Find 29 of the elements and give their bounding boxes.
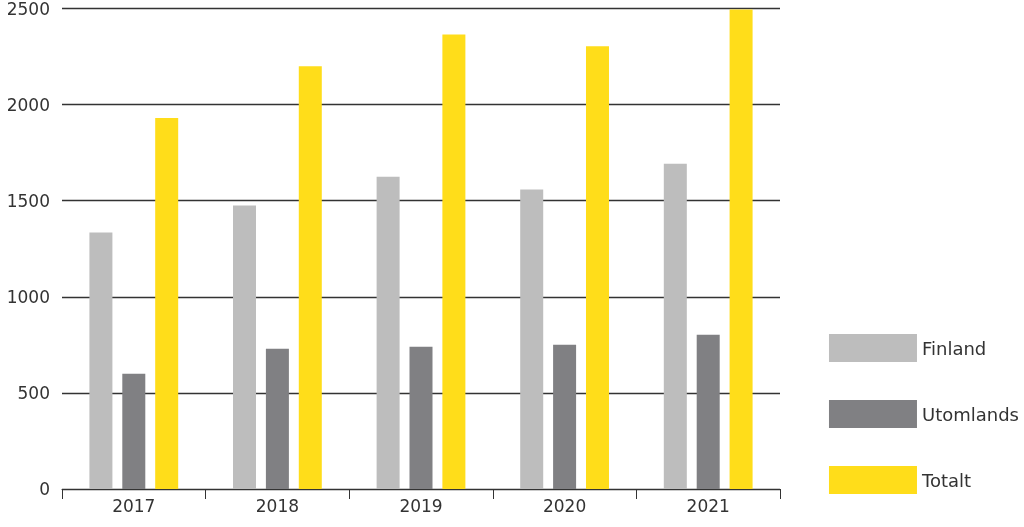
y-tick-label: 2000 bbox=[6, 94, 50, 115]
bar bbox=[729, 9, 753, 489]
bar bbox=[376, 176, 400, 489]
x-tick-label: 2017 bbox=[112, 495, 156, 516]
bar bbox=[89, 232, 113, 489]
bar bbox=[233, 205, 257, 489]
x-tick-label: 2019 bbox=[399, 495, 443, 516]
y-tick-label: 0 bbox=[39, 479, 50, 499]
y-tick-label: 2500 bbox=[6, 0, 50, 19]
bar bbox=[553, 344, 577, 489]
bar bbox=[442, 34, 466, 489]
y-tick-label: 500 bbox=[17, 382, 50, 403]
y-tick-label: 1500 bbox=[6, 190, 50, 211]
legend-label: Finland bbox=[921, 337, 987, 359]
bar bbox=[663, 163, 687, 489]
bar bbox=[265, 348, 289, 489]
bar bbox=[298, 66, 322, 489]
x-tick-label: 2021 bbox=[686, 495, 730, 516]
x-tick-label: 2020 bbox=[542, 495, 587, 516]
bar bbox=[696, 334, 720, 489]
legend-label: Utomlands bbox=[921, 403, 1020, 425]
y-tick-label: 1000 bbox=[6, 286, 50, 307]
bar bbox=[520, 189, 544, 489]
bar bbox=[585, 46, 609, 489]
legend-label: Totalt bbox=[920, 469, 972, 491]
bar bbox=[155, 118, 179, 489]
bar bbox=[409, 346, 433, 489]
x-tick-label: 2018 bbox=[255, 495, 300, 516]
bar bbox=[122, 373, 146, 489]
